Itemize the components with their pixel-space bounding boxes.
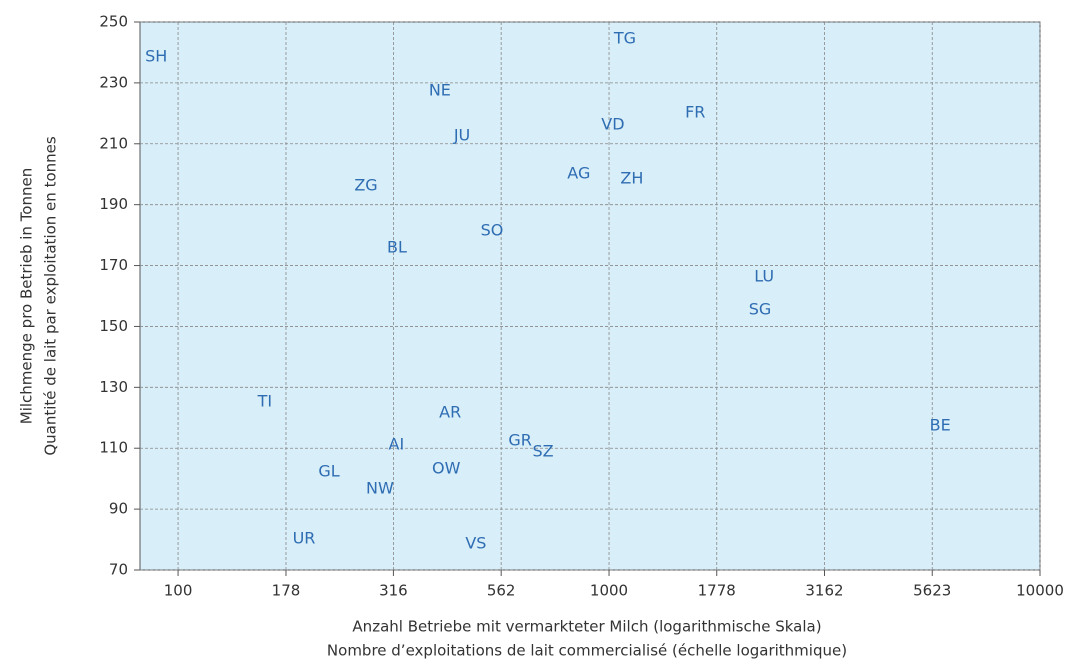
y-axis-label: Milchmenge pro Betrieb in Tonnen bbox=[18, 168, 36, 424]
y-tick-label: 150 bbox=[99, 317, 128, 335]
point-label: UR bbox=[293, 528, 316, 547]
point-label: ZG bbox=[354, 176, 377, 195]
y-tick-label: 210 bbox=[99, 134, 128, 152]
x-tick-label: 178 bbox=[272, 582, 301, 600]
point-label: VD bbox=[601, 114, 624, 133]
y-tick-label: 110 bbox=[99, 439, 128, 457]
point-label: FR bbox=[685, 103, 705, 122]
y-tick-label: 230 bbox=[99, 73, 128, 91]
x-tick-label: 562 bbox=[487, 582, 516, 600]
plot-area bbox=[139, 21, 1041, 571]
point-label: SZ bbox=[533, 442, 554, 461]
point-label: AR bbox=[439, 402, 461, 421]
x-tick-label: 5623 bbox=[913, 582, 951, 600]
x-tick-label: 1778 bbox=[698, 582, 736, 600]
x-tick-label: 316 bbox=[379, 582, 408, 600]
point-label: SG bbox=[749, 300, 772, 319]
point-label: BE bbox=[930, 415, 951, 434]
point-label: GR bbox=[508, 430, 532, 449]
y-tick-label: 170 bbox=[99, 256, 128, 274]
point-label: VS bbox=[465, 534, 486, 553]
point-label: GL bbox=[318, 461, 339, 480]
y-tick-label: 90 bbox=[109, 500, 128, 518]
point-label: SH bbox=[145, 47, 167, 66]
x-tick-label: 100 bbox=[164, 582, 193, 600]
point-label: LU bbox=[754, 267, 774, 286]
point-label: ZH bbox=[620, 169, 643, 188]
point-label: NW bbox=[366, 479, 394, 498]
point-label: OW bbox=[432, 458, 461, 477]
x-tick-label: 1000 bbox=[590, 582, 628, 600]
point-label: TI bbox=[257, 391, 273, 410]
x-axis-label: Anzahl Betriebe mit vermarkteter Milch (… bbox=[352, 618, 821, 636]
point-label: JU bbox=[453, 126, 470, 145]
x-tick-label: 3162 bbox=[805, 582, 843, 600]
y-tick-label: 70 bbox=[109, 561, 128, 579]
y-tick-label: 190 bbox=[99, 195, 128, 213]
point-label: AG bbox=[567, 164, 590, 183]
y-tick-label: 130 bbox=[99, 378, 128, 396]
y-axis-label: Quantité de lait par exploitation en ton… bbox=[42, 136, 60, 456]
point-label: SO bbox=[481, 221, 504, 240]
point-label: BL bbox=[387, 237, 407, 256]
point-label: AI bbox=[389, 435, 405, 454]
point-label: TG bbox=[613, 29, 636, 48]
y-tick-label: 250 bbox=[99, 13, 128, 31]
x-tick-label: 10000 bbox=[1016, 582, 1064, 600]
point-label: NE bbox=[429, 81, 451, 100]
x-axis-label: Nombre d’exploitations de lait commercia… bbox=[327, 642, 847, 660]
